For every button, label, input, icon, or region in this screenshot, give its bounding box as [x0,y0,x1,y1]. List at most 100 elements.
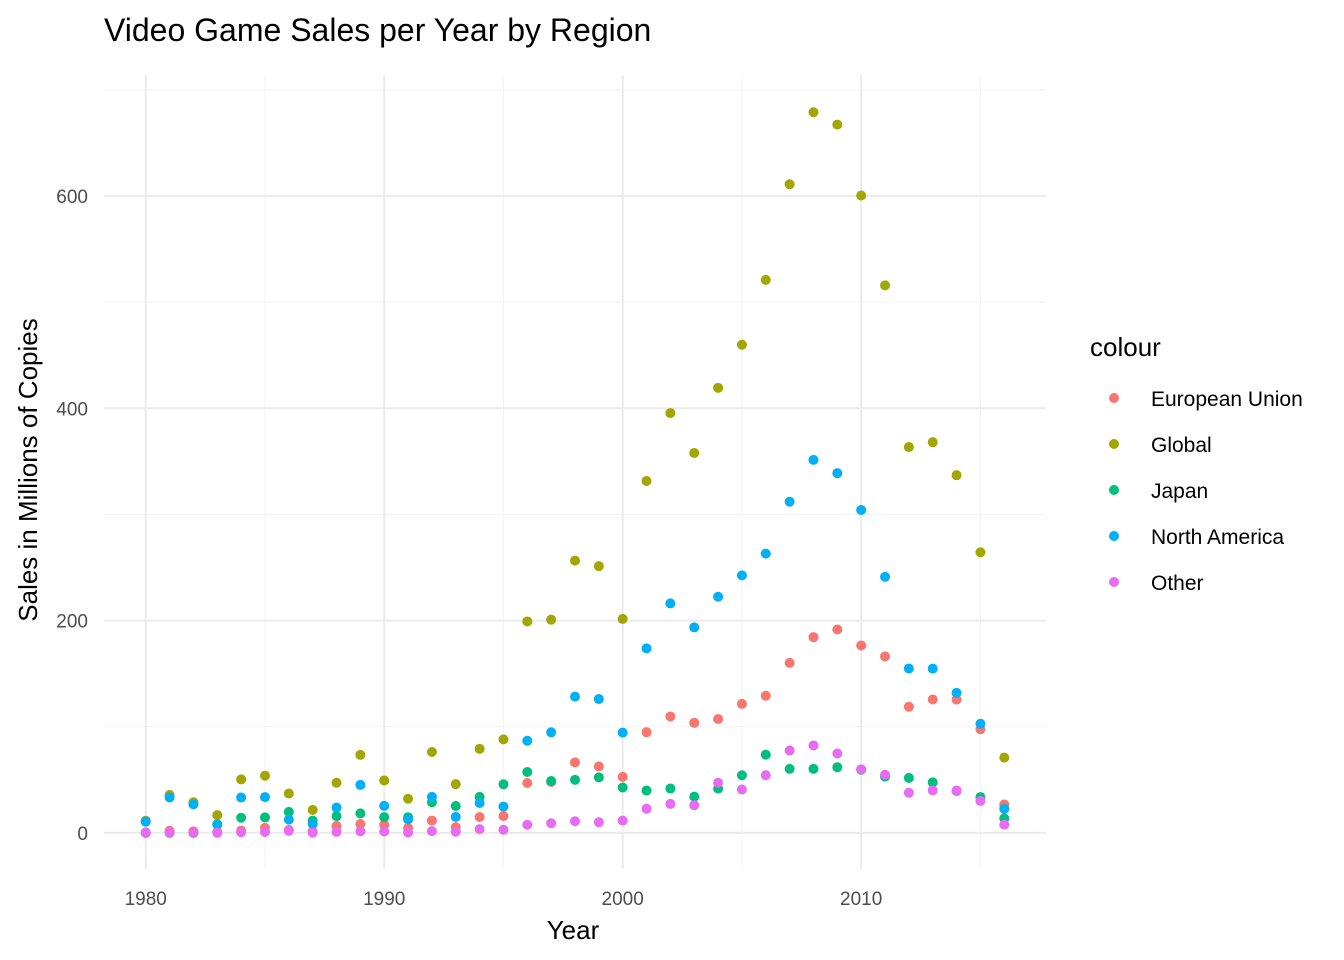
x-axis-title: Year [547,915,600,945]
point-european-union [426,815,437,826]
point-other [617,815,628,826]
legend-label-north-america: North America [1151,526,1284,549]
point-global [498,734,509,745]
point-north-america [951,687,962,698]
point-north-america [641,643,652,654]
point-other [975,795,986,806]
point-global [474,743,485,754]
point-global [760,274,771,285]
point-global [784,179,795,190]
point-north-america [403,814,414,825]
point-north-america [331,802,342,813]
point-other [522,819,533,830]
point-north-america [307,818,318,829]
point-other [379,826,390,837]
point-other [164,827,175,838]
x-tick-label: 1980 [125,889,167,910]
point-north-america [188,799,199,810]
y-axis-title: Sales in Millions of Copies [13,318,43,621]
chart-title: Video Game Sales per Year by Region [104,12,651,48]
legend-title: colour [1090,332,1161,362]
point-global [927,437,938,448]
legend-label-japan: Japan [1151,480,1208,503]
point-japan [736,770,747,781]
point-global [903,442,914,453]
point-european-union [570,757,580,768]
point-other [760,770,771,781]
legend-items: European Union Global Japan North America Ot… [1109,388,1303,595]
point-global [975,547,986,558]
point-global [212,810,223,821]
point-japan [927,777,938,788]
point-global [593,561,604,572]
point-japan [450,801,461,812]
point-other [212,827,223,838]
legend-key-north-america [1109,531,1119,541]
point-other [188,827,199,838]
point-global [665,408,676,419]
point-other [403,827,414,838]
point-global [236,774,247,785]
x-tick-label: 1990 [363,889,405,910]
point-european-union [736,698,747,709]
y-axis-ticks: 0 200 400 600 [56,187,88,845]
point-north-america [975,718,986,729]
point-other [331,826,342,837]
point-north-america [474,797,485,808]
point-european-union [617,771,628,782]
point-japan [355,808,366,819]
point-north-america [808,454,819,465]
point-european-union [760,690,771,701]
point-north-america [832,468,843,479]
point-north-america [259,792,270,803]
point-japan [641,785,652,796]
x-tick-label: 2000 [602,889,644,910]
point-other [140,827,151,838]
x-axis-ticks: 1980 1990 2000 2010 [125,889,883,910]
point-european-union [927,694,938,705]
point-european-union [641,727,652,738]
point-global [522,616,533,627]
y-tick-label: 400 [56,399,88,420]
point-other [283,825,294,836]
point-japan [808,763,819,774]
point-japan [546,776,557,787]
point-other [736,784,747,795]
point-global [951,470,962,481]
point-north-america [236,792,247,803]
point-other [808,740,819,751]
point-north-america [880,571,891,582]
point-north-america [856,505,867,516]
point-other [450,826,461,837]
legend-key-other [1109,577,1119,587]
point-global [379,775,390,786]
point-other [355,826,366,837]
point-global [426,747,437,758]
point-other [927,785,938,796]
point-other [832,748,843,759]
point-north-america [546,727,557,738]
point-other [856,764,867,775]
point-global [331,777,342,788]
point-japan [331,811,342,822]
legend-key-japan [1109,485,1119,495]
point-japan [570,774,580,785]
point-north-america [927,663,938,674]
data-points [140,107,1010,838]
point-european-union [903,701,914,712]
point-global [832,119,843,130]
y-tick-label: 0 [77,824,88,845]
point-north-america [593,694,604,705]
x-tick-label: 2010 [840,889,882,910]
point-global [617,613,628,624]
point-european-union [665,711,676,722]
point-other [546,818,557,829]
point-global [856,190,867,201]
point-other [570,816,580,827]
point-japan [689,791,700,802]
point-other [236,827,247,838]
point-japan [522,766,533,777]
point-global [403,793,414,804]
point-japan [903,772,914,783]
point-north-america [379,800,390,811]
